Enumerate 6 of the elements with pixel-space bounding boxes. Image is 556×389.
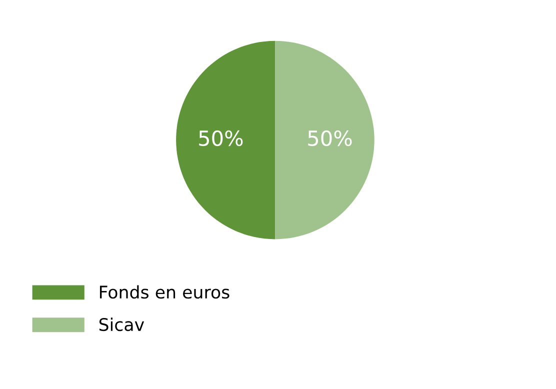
legend-label: Fonds en euros — [100, 285, 230, 299]
pie-slice — [176, 40, 276, 240]
legend-label: Sicav — [99, 318, 144, 332]
pie-slice — [275, 40, 374, 240]
data-label: 50% — [199, 130, 243, 146]
data-label: 50% — [308, 130, 352, 146]
